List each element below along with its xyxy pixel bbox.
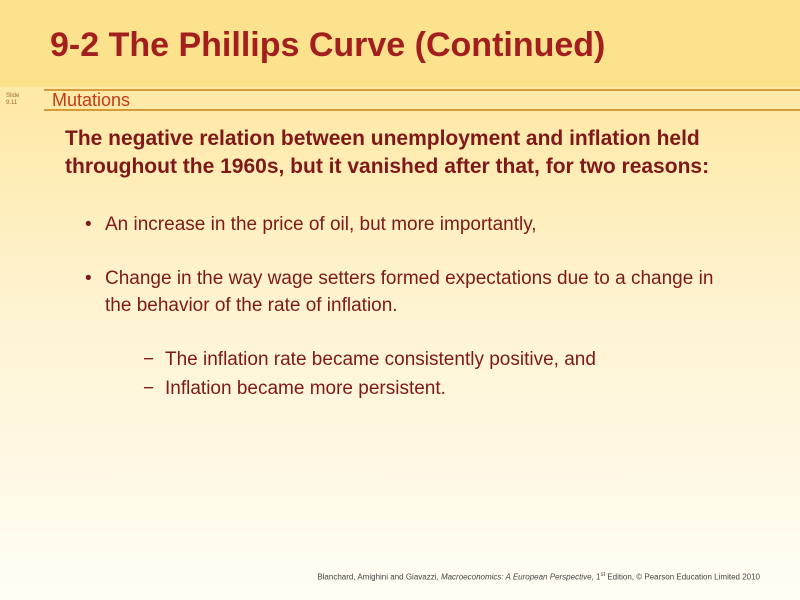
subtitle-bar: Mutations — [44, 89, 800, 111]
subtitle-row: Slide 9.11 Mutations — [0, 87, 800, 113]
bullet-text: An increase in the price of oil, but mor… — [105, 214, 537, 235]
content-area: The negative relation between unemployme… — [0, 113, 800, 403]
list-item: Change in the way wage setters formed ex… — [85, 266, 735, 402]
title-bar: 9-2 The Phillips Curve (Continued) — [0, 0, 800, 87]
footer-authors: Blanchard, Amighini and Giavazzi, — [317, 573, 441, 582]
slide-title: 9-2 The Phillips Curve (Continued) — [50, 26, 750, 65]
list-item: An increase in the price of oil, but mor… — [85, 212, 735, 239]
lead-paragraph: The negative relation between unemployme… — [65, 125, 735, 182]
sub-list: The inflation rate became consistently p… — [105, 347, 735, 402]
footer-citation: Blanchard, Amighini and Giavazzi, Macroe… — [317, 572, 760, 582]
footer-book: Macroeconomics: A European Perspective — [441, 573, 592, 582]
bullet-list: An increase in the price of oil, but mor… — [65, 212, 735, 403]
list-item: Inflation became more persistent. — [143, 376, 735, 403]
sub-bullet-text: The inflation rate became consistently p… — [165, 349, 596, 370]
subtitle-text: Mutations — [52, 90, 130, 111]
footer-rest: Edition, © Pearson Education Limited 201… — [605, 573, 760, 582]
slide-number: Slide 9.11 — [0, 93, 44, 106]
bullet-text: Change in the way wage setters formed ex… — [105, 268, 713, 316]
list-item: The inflation rate became consistently p… — [143, 347, 735, 374]
sub-bullet-text: Inflation became more persistent. — [165, 378, 446, 399]
